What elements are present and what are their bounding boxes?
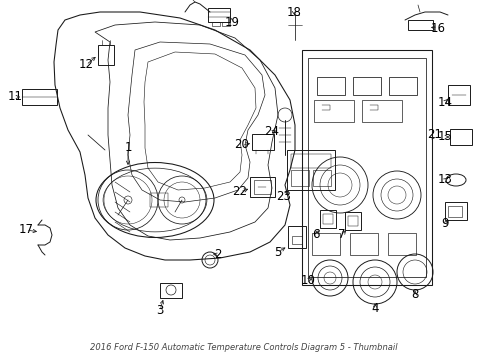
Bar bbox=[319, 210, 335, 228]
Bar bbox=[444, 202, 466, 220]
Text: 11: 11 bbox=[7, 90, 22, 104]
Bar bbox=[212, 22, 220, 26]
Bar bbox=[361, 100, 401, 122]
Bar bbox=[407, 20, 432, 30]
Bar bbox=[447, 85, 469, 105]
Text: 21: 21 bbox=[427, 129, 442, 141]
Bar bbox=[311, 233, 339, 255]
Bar bbox=[249, 177, 274, 197]
Bar bbox=[98, 45, 114, 65]
Text: 4: 4 bbox=[370, 301, 378, 315]
Text: 24: 24 bbox=[264, 126, 279, 139]
Text: 9: 9 bbox=[440, 217, 448, 230]
Text: 18: 18 bbox=[286, 5, 301, 18]
Text: 1: 1 bbox=[124, 141, 131, 154]
Text: 23: 23 bbox=[276, 190, 291, 203]
Bar bbox=[323, 214, 332, 224]
Text: 20: 20 bbox=[234, 139, 249, 152]
Bar bbox=[447, 206, 461, 217]
Bar bbox=[150, 193, 168, 207]
Bar bbox=[290, 170, 308, 186]
Bar bbox=[307, 58, 425, 277]
Bar bbox=[302, 50, 431, 285]
Bar bbox=[286, 150, 334, 190]
Bar bbox=[253, 180, 270, 194]
Bar bbox=[312, 170, 330, 186]
Bar bbox=[160, 283, 182, 298]
Text: 17: 17 bbox=[19, 224, 34, 237]
Bar bbox=[313, 100, 353, 122]
Text: 14: 14 bbox=[437, 95, 451, 108]
Bar bbox=[222, 22, 229, 26]
Text: 5: 5 bbox=[274, 246, 281, 258]
Bar bbox=[387, 233, 415, 255]
Bar bbox=[352, 77, 380, 95]
Text: 7: 7 bbox=[338, 229, 345, 242]
Bar bbox=[449, 129, 471, 145]
Bar bbox=[388, 77, 416, 95]
Text: 15: 15 bbox=[437, 130, 451, 144]
Text: 22: 22 bbox=[232, 185, 247, 198]
Bar bbox=[251, 134, 273, 150]
Bar bbox=[316, 77, 345, 95]
Bar bbox=[349, 233, 377, 255]
Bar bbox=[347, 216, 357, 226]
Text: 2016 Ford F-150 Automatic Temperature Controls Diagram 5 - Thumbnail: 2016 Ford F-150 Automatic Temperature Co… bbox=[90, 343, 397, 352]
Text: 8: 8 bbox=[410, 288, 418, 301]
Text: 13: 13 bbox=[437, 174, 451, 186]
Text: 19: 19 bbox=[224, 15, 239, 28]
Text: 6: 6 bbox=[312, 228, 319, 240]
Text: 16: 16 bbox=[429, 22, 445, 35]
Bar bbox=[287, 226, 305, 248]
Bar bbox=[290, 154, 330, 168]
Bar bbox=[291, 236, 302, 244]
Text: 10: 10 bbox=[300, 274, 315, 287]
Bar bbox=[345, 212, 360, 230]
Text: 12: 12 bbox=[79, 58, 93, 72]
Text: 2: 2 bbox=[214, 248, 221, 261]
Text: 3: 3 bbox=[156, 303, 163, 316]
Bar bbox=[207, 8, 229, 22]
Bar bbox=[22, 89, 57, 105]
